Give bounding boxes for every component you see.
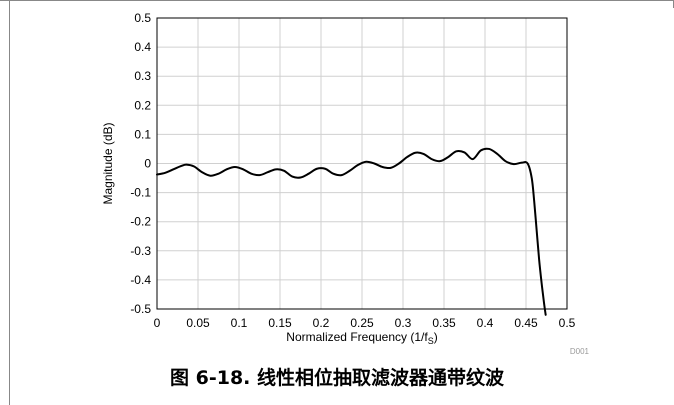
grid-layer <box>157 18 567 309</box>
x-tick-label: 0.4 <box>477 316 494 330</box>
x-tick-label: 0 <box>154 316 161 330</box>
figure-id-watermark: D001 <box>570 347 590 356</box>
x-tick-label: 0.5 <box>559 316 576 330</box>
x-axis-label: Normalized Frequency (1/fS) <box>286 330 437 346</box>
y-tick-label: -0.1 <box>130 186 151 200</box>
plot-border <box>156 17 568 310</box>
x-axis-label-main: Normalized Frequency (1/f <box>286 330 428 344</box>
x-tick-label: 0.45 <box>514 316 538 330</box>
x-tick-label: 0.35 <box>432 316 456 330</box>
figure-caption: 图 6-18. 线性相位抽取滤波器通带纹波 <box>170 367 504 389</box>
x-axis-label-subscript: S <box>428 336 434 346</box>
x-tick-label: 0.25 <box>350 316 374 330</box>
y-tick-label: 0 <box>144 157 151 171</box>
y-tick-label: -0.3 <box>130 244 151 258</box>
x-tick-label: 0.2 <box>313 316 330 330</box>
x-axis-label-suffix: ) <box>434 330 438 344</box>
y-tick-label: 0.5 <box>134 11 151 25</box>
series-line <box>156 147 547 316</box>
y-tick-label: 0.4 <box>134 40 151 54</box>
y-tick-label: -0.2 <box>130 215 151 229</box>
frame-top-rule <box>0 0 674 1</box>
y-axis-label: Magnitude (dB) <box>101 122 115 204</box>
y-tick-label: -0.4 <box>130 273 151 287</box>
x-tick-label: 0.1 <box>231 316 248 330</box>
x-tick-label: 0.3 <box>395 316 412 330</box>
frame-left-rule <box>9 0 10 405</box>
x-tick-labels: 0 0.05 0.1 0.15 0.2 0.25 0.3 0.35 0.4 0.45 0.5 <box>154 316 576 330</box>
x-tick-label: 0.15 <box>268 316 292 330</box>
y-tick-labels: 0.5 0.4 0.3 0.2 0.1 0 -0.1 -0.2 -0.3 -0.4 -0.5 <box>130 11 151 316</box>
y-tick-label: -0.5 <box>130 302 151 316</box>
x-tick-label: 0.05 <box>186 316 210 330</box>
y-tick-label: 0.3 <box>134 69 151 83</box>
series-layer <box>156 147 547 316</box>
y-tick-label: 0.2 <box>134 98 151 112</box>
y-tick-label: 0.1 <box>134 127 151 141</box>
